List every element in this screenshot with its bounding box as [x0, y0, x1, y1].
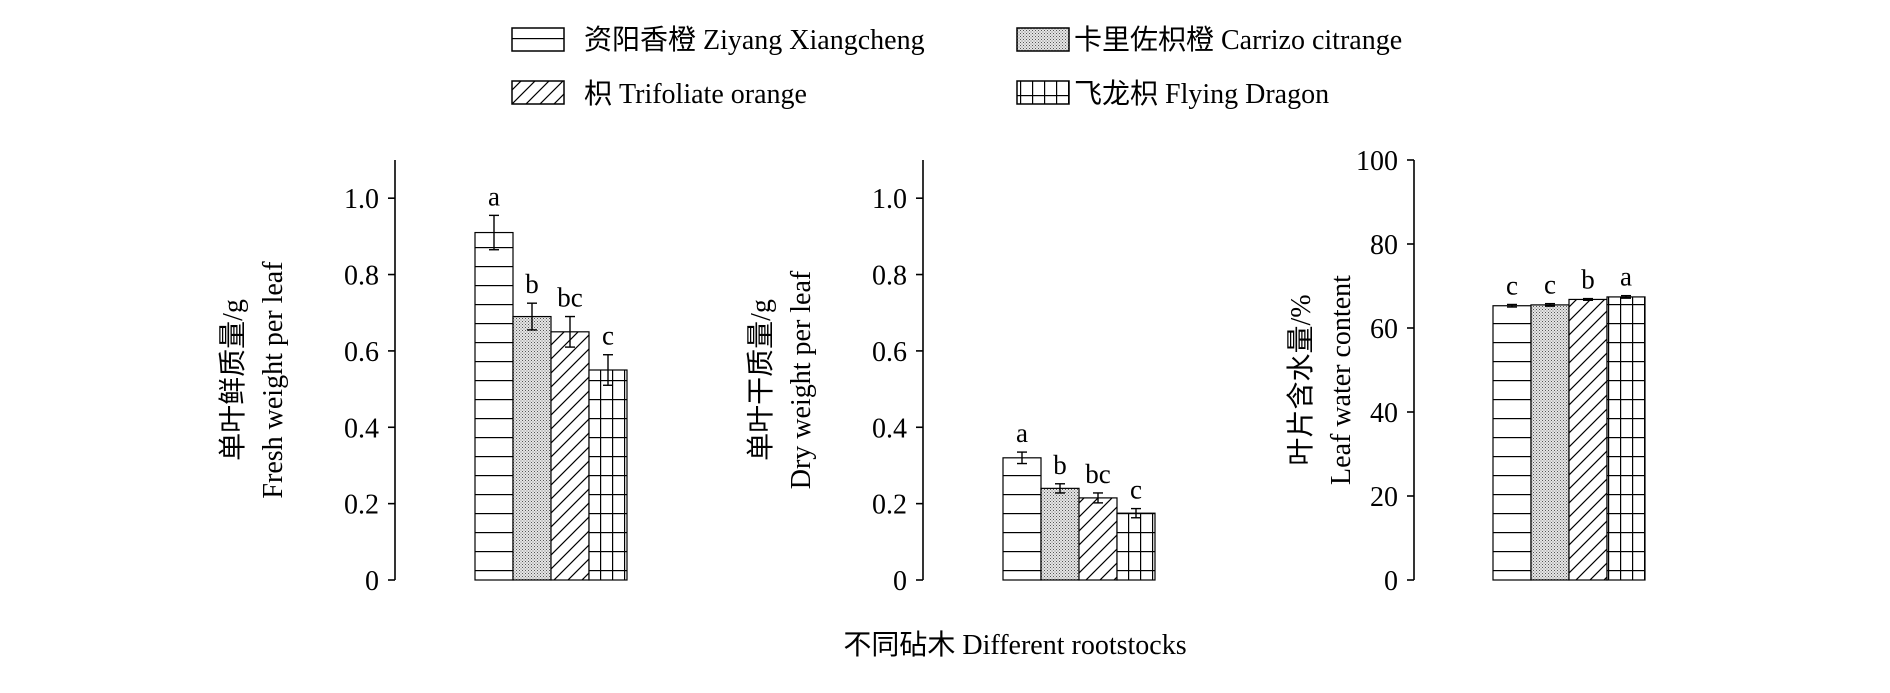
y-tick-label: 0.8: [344, 261, 379, 292]
y-axis-label-en: Dry weight per leaf: [786, 270, 817, 489]
legend-label: 资阳香橙 Ziyang Xiangcheng: [584, 24, 925, 56]
y-axis-label-en: Fresh weight per leaf: [258, 261, 289, 499]
y-tick-label: 0.8: [872, 261, 907, 292]
legend-swatch: [511, 80, 565, 105]
bar: [474, 231, 514, 581]
y-tick-label: 0.4: [872, 413, 907, 444]
bar: [588, 369, 628, 581]
legend-swatch: [511, 27, 565, 52]
legend-label: 飞龙枳 Flying Dragon: [1074, 78, 1329, 110]
bar: [1002, 457, 1042, 581]
legend-item: 飞龙枳 Flying Dragon: [1016, 78, 1329, 110]
legend-item: 资阳香橙 Ziyang Xiangcheng: [511, 24, 925, 56]
y-tick-label: 0: [1384, 566, 1398, 597]
y-tick-label: 80: [1370, 230, 1398, 261]
legend-swatch: [1016, 80, 1070, 105]
y-axis-label-cn: 单叶干质量/g: [745, 299, 777, 461]
y-axis-label-cn: 叶片含水量/%: [1285, 294, 1317, 465]
y-tick-label: 0.6: [344, 337, 379, 368]
bar: [1116, 512, 1156, 581]
x-axis-label: 不同砧木 Different rootstocks: [843, 629, 1186, 661]
significance-letter: c: [1544, 270, 1556, 300]
bar: [1606, 296, 1646, 581]
y-tick-label: 100: [1356, 146, 1398, 177]
legend-swatch: [1016, 27, 1070, 52]
bar: [1530, 304, 1570, 581]
charts: 0 0.2 0.4 0.6 0.8 1.0 单叶鲜质量/g Fresh weight per …: [217, 146, 1646, 597]
bar: [512, 315, 552, 581]
significance-letter: a: [488, 181, 500, 211]
bar: [1568, 298, 1608, 581]
y-tick-label: 1.0: [344, 184, 379, 215]
significance-letter: c: [1506, 270, 1518, 300]
y-tick-label: 0: [365, 566, 379, 597]
significance-letter: b: [525, 269, 539, 299]
y-tick-label: 60: [1370, 314, 1398, 345]
legend-item: 卡里佐枳橙 Carrizo citrange: [1016, 24, 1402, 56]
legend: 资阳香橙 Ziyang Xiangcheng 卡里佐枳橙 Carrizo cit…: [511, 24, 1402, 110]
y-tick-label: 0.2: [344, 490, 379, 521]
bar: [1492, 305, 1532, 581]
legend-item: 枳 Trifoliate orange: [511, 78, 807, 110]
chart-panel: 0 0.2 0.4 0.6 0.8 1.0 单叶干质量/g Dry weight per le…: [745, 160, 1156, 597]
significance-letter: c: [602, 321, 614, 351]
significance-letter: bc: [557, 283, 583, 313]
y-tick-label: 40: [1370, 398, 1398, 429]
y-tick-label: 1.0: [872, 184, 907, 215]
y-tick-label: 0.6: [872, 337, 907, 368]
significance-letter: b: [1581, 265, 1595, 295]
bar: [1040, 487, 1080, 581]
significance-letter: c: [1130, 475, 1142, 505]
y-axis-label-en: Leaf water content: [1326, 275, 1357, 485]
legend-label: 枳 Trifoliate orange: [584, 78, 807, 110]
legend-label: 卡里佐枳橙 Carrizo citrange: [1074, 24, 1402, 56]
significance-letter: bc: [1085, 459, 1111, 489]
significance-letter: a: [1620, 262, 1632, 292]
bar: [550, 331, 590, 581]
y-tick-label: 0.4: [344, 413, 379, 444]
significance-letter: a: [1016, 418, 1028, 448]
y-tick-label: 20: [1370, 482, 1398, 513]
y-tick-label: 0.2: [872, 490, 907, 521]
significance-letter: b: [1053, 450, 1067, 480]
y-axis-label-cn: 单叶鲜质量/g: [217, 299, 249, 461]
y-tick-label: 0: [893, 566, 907, 597]
chart-panel: 0 0.2 0.4 0.6 0.8 1.0 单叶鲜质量/g Fresh weight per …: [217, 160, 628, 597]
bar: [1078, 497, 1118, 581]
